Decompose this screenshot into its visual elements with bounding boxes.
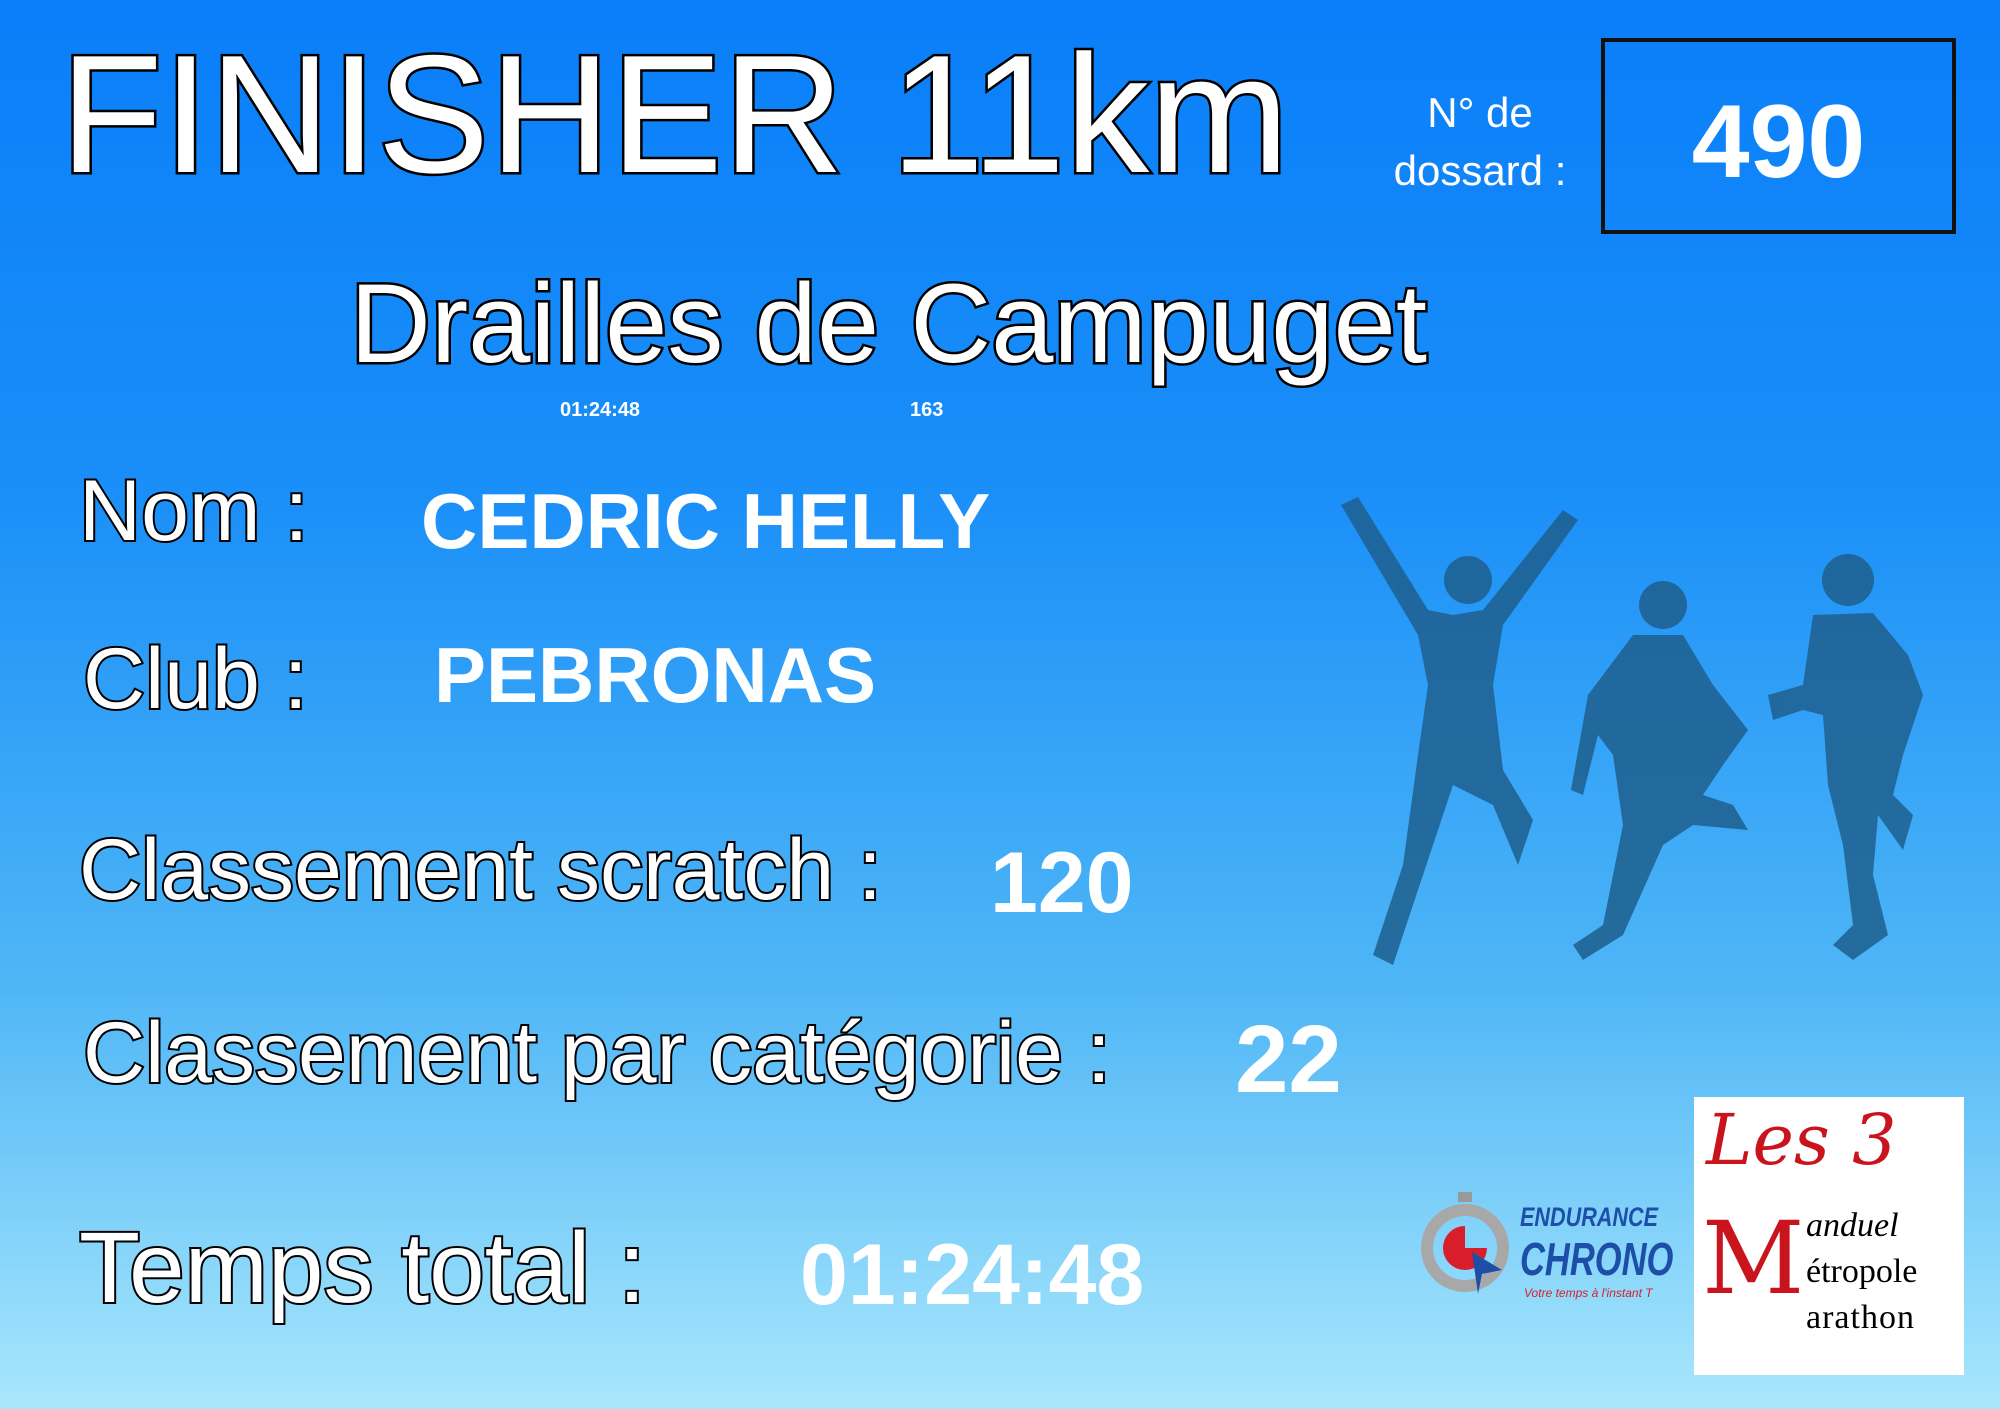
bib-box: 490 <box>1601 38 1956 234</box>
logo-endurance-text: ENDURANCE <box>1520 1202 1659 1232</box>
scratch-label: Classement scratch : <box>77 822 884 918</box>
runner-body <box>1571 635 1748 960</box>
overlay-number: 163 <box>910 399 944 421</box>
stopwatch-icon <box>1421 1192 1509 1294</box>
runner-body <box>1768 613 1923 960</box>
logo-m-letter: M <box>1702 1200 1805 1317</box>
bib-label-line1: N° de <box>1427 89 1533 136</box>
logo-tagline: Votre temps à l'instant T <box>1524 1286 1653 1300</box>
runners-silhouette <box>1341 497 1923 965</box>
time-label: Temps total : <box>77 1212 648 1324</box>
logo-line1: anduel <box>1806 1207 1899 1244</box>
logo-les3-text: Les 3 <box>1706 1099 1897 1181</box>
bib-label-line2: dossard : <box>1393 147 1567 194</box>
logo-chrono-text: CHRONO <box>1520 1233 1674 1285</box>
runner-head <box>1822 554 1874 606</box>
name-value: CEDRIC HELLY <box>421 477 991 565</box>
logo-line2: étropole <box>1806 1253 1918 1290</box>
event-name: Drailles de Campuget <box>348 261 1430 386</box>
scratch-value: 120 <box>990 835 1134 931</box>
club-value: PEBRONAS <box>434 631 877 719</box>
finisher-title: FINISHER 11km <box>57 20 1291 208</box>
runner-body <box>1341 497 1578 965</box>
runner-head <box>1444 556 1492 604</box>
endurance-chrono-logo: ENDURANCE CHRONO Votre temps à l'instant… <box>1420 1190 1680 1305</box>
time-value: 01:24:48 <box>800 1227 1145 1323</box>
name-label: Nom : <box>77 463 310 559</box>
logo-line3: arathon <box>1806 1299 1915 1336</box>
club-label: Club : <box>81 631 310 727</box>
marathon-logo: Les 3 M anduel étropole arathon <box>1694 1097 1964 1375</box>
bib-number: 490 <box>1691 84 1866 200</box>
runner-head <box>1639 581 1687 629</box>
bib-label: N° de dossard : <box>1380 84 1580 200</box>
category-label: Classement par catégorie : <box>81 1005 1113 1101</box>
category-value: 22 <box>1235 1006 1342 1113</box>
overlay-time: 01:24:48 <box>560 399 641 421</box>
